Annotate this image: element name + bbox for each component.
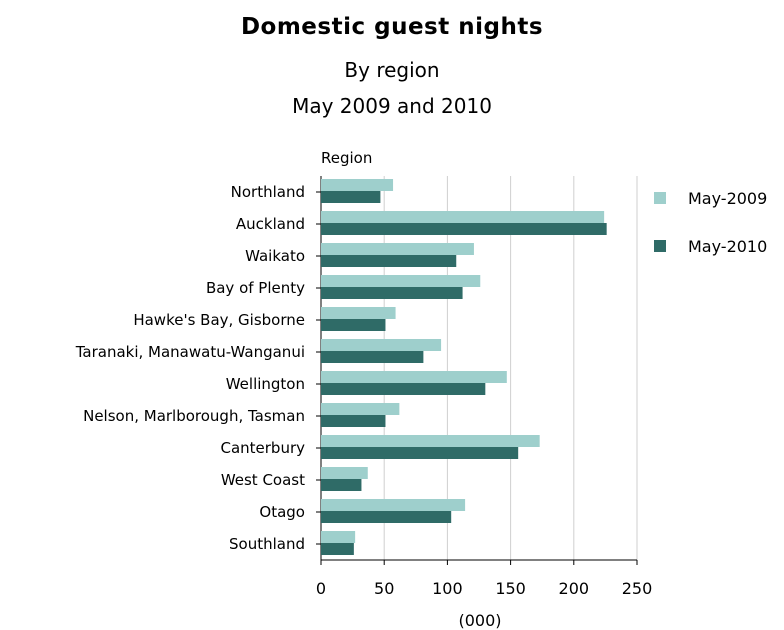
- bar-may-2009-7: [321, 371, 507, 383]
- bar-may-2009-6: [321, 339, 442, 351]
- bar-may-2010-5: [321, 319, 386, 331]
- bar-may-2010-10: [321, 479, 362, 491]
- bar-may-2009-2: [321, 211, 605, 223]
- x-tick-label: 200: [559, 579, 590, 598]
- chart-subtitle-region: By region: [344, 58, 440, 82]
- category-label: West Coast: [221, 471, 305, 489]
- category-label: Taranaki, Manawatu-Wanganui: [75, 343, 305, 361]
- category-label: Bay of Plenty: [206, 279, 305, 297]
- legend-swatch-may-2010: [654, 240, 666, 252]
- bar-may-2010-3: [321, 255, 457, 267]
- bar-may-2010-6: [321, 351, 424, 363]
- bar-may-2010-11: [321, 511, 452, 523]
- bar-may-2010-4: [321, 287, 463, 299]
- bar-may-2009-8: [321, 403, 400, 415]
- category-label: Nelson, Marlborough, Tasman: [83, 407, 305, 425]
- bar-may-2009-4: [321, 275, 481, 287]
- bar-may-2009-1: [321, 179, 394, 191]
- legend-swatch-may-2009: [654, 192, 666, 204]
- bar-may-2009-9: [321, 435, 540, 447]
- x-axis-title: (000): [458, 611, 501, 630]
- y-axis-title: Region: [321, 149, 372, 167]
- category-label: Waikato: [245, 247, 305, 265]
- legend-label-may-2010: May-2010: [688, 237, 767, 256]
- category-label: Northland: [231, 183, 305, 201]
- bar-may-2009-10: [321, 467, 368, 479]
- category-label: Auckland: [236, 215, 305, 233]
- x-tick-label: 100: [432, 579, 463, 598]
- bar-may-2009-11: [321, 499, 466, 511]
- bar-may-2009-3: [321, 243, 474, 255]
- bar-may-2010-2: [321, 223, 607, 235]
- chart-subtitle-period: May 2009 and 2010: [292, 94, 492, 118]
- category-label: Southland: [229, 535, 305, 553]
- chart-title: Domestic guest nights: [240, 14, 544, 40]
- x-tick-label: 50: [374, 579, 394, 598]
- bar-may-2010-8: [321, 415, 386, 427]
- category-label: Canterbury: [220, 439, 305, 457]
- bar-may-2010-9: [321, 447, 519, 459]
- x-tick-label: 250: [622, 579, 653, 598]
- category-label: Hawke's Bay, Gisborne: [133, 311, 305, 329]
- category-label: Wellington: [226, 375, 305, 393]
- legend-label-may-2009: May-2009: [688, 189, 767, 208]
- bar-may-2009-12: [321, 531, 356, 543]
- x-tick-label: 150: [495, 579, 526, 598]
- category-label: Otago: [259, 503, 305, 521]
- bar-may-2009-5: [321, 307, 396, 319]
- bar-may-2010-7: [321, 383, 486, 395]
- x-tick-label: 0: [316, 579, 326, 598]
- bar-may-2010-1: [321, 191, 381, 203]
- bar-may-2010-12: [321, 543, 354, 555]
